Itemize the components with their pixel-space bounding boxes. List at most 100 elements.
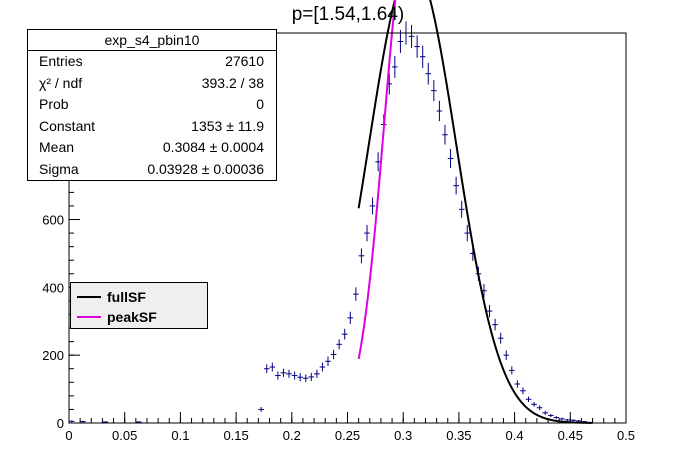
stats-value: 27610 — [225, 53, 264, 69]
data-point — [559, 417, 565, 421]
stats-value: 0 — [256, 96, 264, 112]
y-tick-label: 600 — [42, 213, 64, 228]
data-point — [419, 45, 426, 68]
stats-row-sigma: Sigma 0.03928 ± 0.00036 — [28, 159, 276, 181]
data-point — [325, 356, 331, 367]
x-tick-label: 0.45 — [558, 428, 583, 443]
data-point — [564, 418, 571, 421]
data-point — [442, 124, 448, 145]
data-point — [492, 318, 498, 331]
data-point — [263, 364, 270, 374]
data-point — [458, 200, 465, 218]
x-tick-label: 0.5 — [617, 428, 635, 443]
stats-row-chi2: χ² / ndf 393.2 / 38 — [28, 73, 276, 95]
fit-curves — [357, 0, 593, 424]
data-point — [102, 421, 108, 423]
x-tick-label: 0.05 — [112, 428, 137, 443]
stats-label: Sigma — [39, 160, 79, 177]
data-point — [464, 224, 471, 242]
data-point — [453, 176, 459, 195]
data-point — [258, 407, 264, 412]
data-point — [314, 369, 320, 378]
data-point — [548, 413, 554, 418]
data-point — [392, 56, 398, 78]
data-point — [497, 332, 504, 344]
stats-value: 0.03928 ± 0.00036 — [147, 160, 264, 177]
data-point — [291, 371, 298, 380]
data-point — [69, 420, 75, 423]
x-tick-label: 0.2 — [283, 428, 301, 443]
legend-swatch — [77, 316, 101, 318]
stats-label: Prob — [39, 96, 69, 112]
data-point — [570, 419, 576, 422]
legend-item-peaksf: peakSF — [77, 307, 157, 327]
data-point — [364, 224, 370, 242]
data-point — [486, 304, 493, 318]
data-point — [397, 29, 404, 54]
legend-item-fullsf: fullSF — [77, 287, 146, 307]
data-point — [520, 387, 526, 395]
data-point — [286, 369, 292, 378]
stats-box: exp_s4_pbin10 Entries 27610 χ² / ndf 393… — [27, 29, 277, 181]
data-point — [536, 405, 543, 411]
legend: fullSF peakSF — [70, 282, 208, 329]
data-point — [336, 339, 342, 350]
data-point — [575, 419, 582, 422]
x-tick-label: 0.15 — [223, 428, 248, 443]
data-point — [447, 148, 454, 168]
x-tick-label: 0.25 — [335, 428, 360, 443]
data-point — [531, 401, 537, 407]
stats-label: Entries — [39, 53, 83, 69]
data-point — [431, 80, 437, 102]
plot-frame — [68, 32, 627, 424]
x-tick-label: 0.3 — [394, 428, 412, 443]
stats-title: exp_s4_pbin10 — [28, 30, 276, 51]
data-point — [319, 362, 326, 372]
data-points — [69, 21, 588, 423]
data-point — [347, 311, 354, 324]
fit-curve-peaksf — [357, 0, 397, 360]
data-point — [341, 328, 348, 340]
x-tick-label: 0 — [65, 428, 72, 443]
stats-label: Constant — [39, 117, 96, 134]
y-tick-label: 200 — [42, 348, 64, 363]
stats-value: 0.3084 ± 0.0004 — [162, 139, 264, 155]
data-point — [297, 373, 303, 382]
data-point — [353, 287, 359, 301]
y-tick-label: 400 — [42, 280, 64, 295]
legend-swatch — [77, 296, 101, 298]
data-point — [436, 100, 443, 122]
fit-curve-fullsf — [357, 0, 593, 424]
data-point — [358, 248, 365, 264]
chart-title: p=[1.54,1.64) — [291, 4, 405, 25]
data-point — [269, 362, 276, 372]
y-tick-label: 0 — [57, 416, 64, 431]
legend-label: fullSF — [107, 289, 146, 305]
stats-row-mean: Mean 0.3084 ± 0.0004 — [28, 137, 276, 159]
data-point — [80, 420, 86, 423]
data-point — [330, 349, 337, 360]
data-point — [135, 421, 142, 423]
data-point — [425, 62, 432, 85]
legend-label: peakSF — [107, 309, 157, 325]
data-point — [275, 371, 281, 380]
stats-label: χ² / ndf — [39, 74, 83, 91]
data-point — [542, 410, 549, 415]
x-tick-label: 0.1 — [171, 428, 189, 443]
data-point — [280, 368, 287, 377]
data-point — [369, 197, 376, 215]
data-point — [553, 416, 560, 419]
x-tick-label: 0.4 — [506, 428, 524, 443]
data-point — [308, 372, 315, 381]
data-point — [509, 366, 515, 375]
x-tick-label: 0.35 — [446, 428, 471, 443]
data-point — [514, 380, 521, 388]
stats-row-entries: Entries 27610 — [28, 51, 276, 73]
stats-row-constant: Constant 1353 ± 11.9 — [28, 116, 276, 138]
data-point — [414, 35, 420, 58]
data-point — [503, 350, 510, 360]
data-point — [525, 396, 532, 402]
stats-value: 393.2 / 38 — [201, 74, 264, 91]
stats-label: Mean — [39, 139, 75, 155]
data-point — [408, 24, 415, 48]
